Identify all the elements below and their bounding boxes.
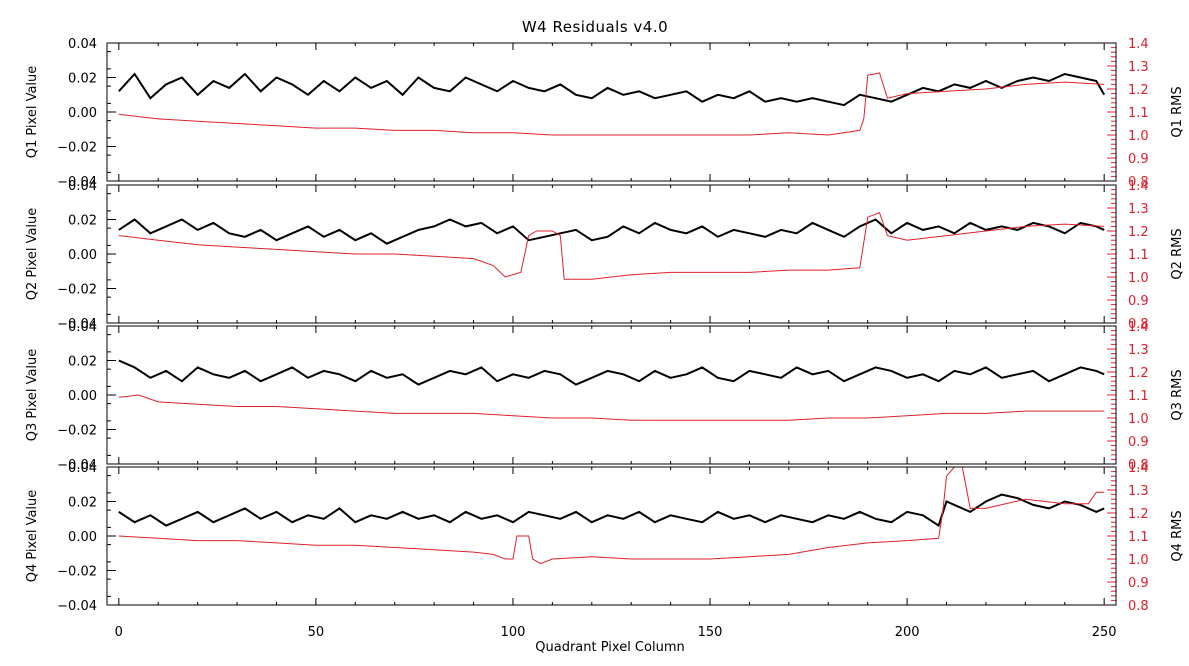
y-left-tick-label: 0.00 bbox=[68, 106, 97, 121]
y-right-tick-label: 1.3 bbox=[1128, 202, 1149, 217]
y-right-tick-label: 1.1 bbox=[1128, 530, 1149, 545]
pixel-value-line bbox=[118, 218, 1105, 245]
x-tick-label: 250 bbox=[1092, 625, 1117, 640]
y-right-tick-label: 1.2 bbox=[1128, 225, 1149, 240]
x-axis-label: Quadrant Pixel Column bbox=[535, 640, 684, 655]
x-tick-label: 150 bbox=[698, 625, 723, 640]
y-right-tick-label: 1.4 bbox=[1128, 179, 1149, 194]
y-left-tick-label: 0.00 bbox=[68, 389, 97, 404]
panel-frame bbox=[106, 466, 1117, 606]
pixel-value-line bbox=[118, 72, 1106, 107]
y-left-tick-label: 0.04 bbox=[68, 179, 97, 194]
y-right-tick-label: 1.4 bbox=[1128, 37, 1149, 52]
y-right-tick-label: 1.2 bbox=[1128, 83, 1149, 98]
y-right-tick-label: 0.8 bbox=[1128, 599, 1149, 614]
y-left-tick-label: 0.00 bbox=[68, 248, 97, 263]
panel-2: 0.04 0.02 0.00 −0.02 −0.04 1.4 1.3 1.2 1.1 1.0 0.9… bbox=[25, 179, 1185, 332]
y-right-tick-label: 1.2 bbox=[1128, 366, 1149, 381]
y-left-tick-label: −0.02 bbox=[57, 141, 97, 156]
y-right-tick-label: 1.4 bbox=[1128, 320, 1149, 335]
rms-line bbox=[118, 466, 1105, 565]
x-tick-label: 200 bbox=[895, 625, 920, 640]
y-left-tick-label: −0.02 bbox=[57, 283, 97, 298]
y-left-tick-label: 0.04 bbox=[68, 320, 97, 335]
y-right-tick-label: 1.0 bbox=[1128, 412, 1149, 427]
y-right-tick-label: 0.8 bbox=[1128, 175, 1149, 190]
y-right-tick-label: 0.8 bbox=[1128, 317, 1149, 332]
y-left-axis-label: Q3 Pixel Value bbox=[25, 349, 40, 442]
x-tick-label: 100 bbox=[501, 625, 526, 640]
y-right-axis-label: Q1 RMS bbox=[1170, 86, 1185, 137]
y-right-tick-label: 1.1 bbox=[1128, 106, 1149, 121]
y-right-tick-label: 0.8 bbox=[1128, 458, 1149, 473]
y-left-tick-label: −0.04 bbox=[57, 317, 97, 332]
y-left-tick-label: −0.02 bbox=[57, 424, 97, 439]
panel-1: 0.04 0.02 0.00 −0.02 −0.04 1.4 1.3 1.2 1.1 1.0 0.9… bbox=[25, 37, 1185, 190]
y-left-tick-label: 0.04 bbox=[68, 461, 97, 476]
pixel-value-line bbox=[118, 359, 1105, 386]
y-right-axis-label: Q3 RMS bbox=[1170, 369, 1185, 420]
y-left-tick-label: −0.04 bbox=[57, 599, 97, 614]
y-left-axis-label: Q1 Pixel Value bbox=[25, 66, 40, 159]
panel-frame bbox=[106, 325, 1117, 465]
y-right-tick-label: 1.4 bbox=[1128, 461, 1149, 476]
panel-frame bbox=[106, 184, 1117, 324]
rms-line bbox=[118, 72, 1105, 136]
y-right-tick-label: 1.0 bbox=[1128, 553, 1149, 568]
y-right-tick-label: 1.3 bbox=[1128, 484, 1149, 499]
panel-frame bbox=[106, 42, 1117, 182]
y-left-tick-label: 0.00 bbox=[68, 530, 97, 545]
y-left-tick-label: −0.04 bbox=[57, 458, 97, 473]
y-left-tick-label: 0.02 bbox=[68, 214, 97, 229]
y-left-tick-label: −0.02 bbox=[57, 565, 97, 580]
y-right-tick-label: 1.3 bbox=[1128, 60, 1149, 75]
x-tick-label: 50 bbox=[308, 625, 325, 640]
y-right-tick-label: 1.3 bbox=[1128, 343, 1149, 358]
y-right-tick-label: 0.9 bbox=[1128, 294, 1149, 309]
rms-line bbox=[118, 394, 1105, 421]
y-left-axis-label: Q4 Pixel Value bbox=[25, 490, 40, 583]
y-right-axis-label: Q2 RMS bbox=[1170, 228, 1185, 279]
y-right-tick-label: 1.0 bbox=[1128, 129, 1149, 144]
y-right-tick-label: 0.9 bbox=[1128, 576, 1149, 591]
y-right-tick-label: 1.0 bbox=[1128, 271, 1149, 286]
panel-4: 0.04 0.02 0.00 −0.02 −0.04 1.4 1.3 1.2 1.1 1.0 0.9… bbox=[25, 461, 1185, 614]
panel-3: 0.04 0.02 0.00 −0.02 −0.04 1.4 1.3 1.2 1.1 1.0 0.9… bbox=[25, 320, 1185, 473]
y-right-tick-label: 1.2 bbox=[1128, 507, 1149, 522]
y-right-tick-label: 0.9 bbox=[1128, 152, 1149, 167]
y-left-axis-label: Q2 Pixel Value bbox=[25, 208, 40, 301]
x-tick-label: 0 bbox=[115, 625, 123, 640]
y-left-tick-label: 0.02 bbox=[68, 72, 97, 87]
pixel-value-line bbox=[118, 493, 1105, 528]
y-left-tick-label: 0.02 bbox=[68, 496, 97, 511]
panels: 0.04 0.02 0.00 −0.02 −0.04 1.4 1.3 1.2 1.1 1.0 0.9… bbox=[25, 37, 1185, 640]
rms-line bbox=[118, 211, 1105, 280]
y-left-tick-label: 0.02 bbox=[68, 355, 97, 370]
y-right-tick-label: 1.1 bbox=[1128, 389, 1149, 404]
y-right-axis-label: Q4 RMS bbox=[1170, 510, 1185, 561]
y-right-tick-label: 0.9 bbox=[1128, 435, 1149, 450]
chart-title: W4 Residuals v4.0 bbox=[522, 18, 668, 36]
y-left-tick-label: −0.04 bbox=[57, 175, 97, 190]
y-left-tick-label: 0.04 bbox=[68, 37, 97, 52]
y-right-tick-label: 1.1 bbox=[1128, 248, 1149, 263]
